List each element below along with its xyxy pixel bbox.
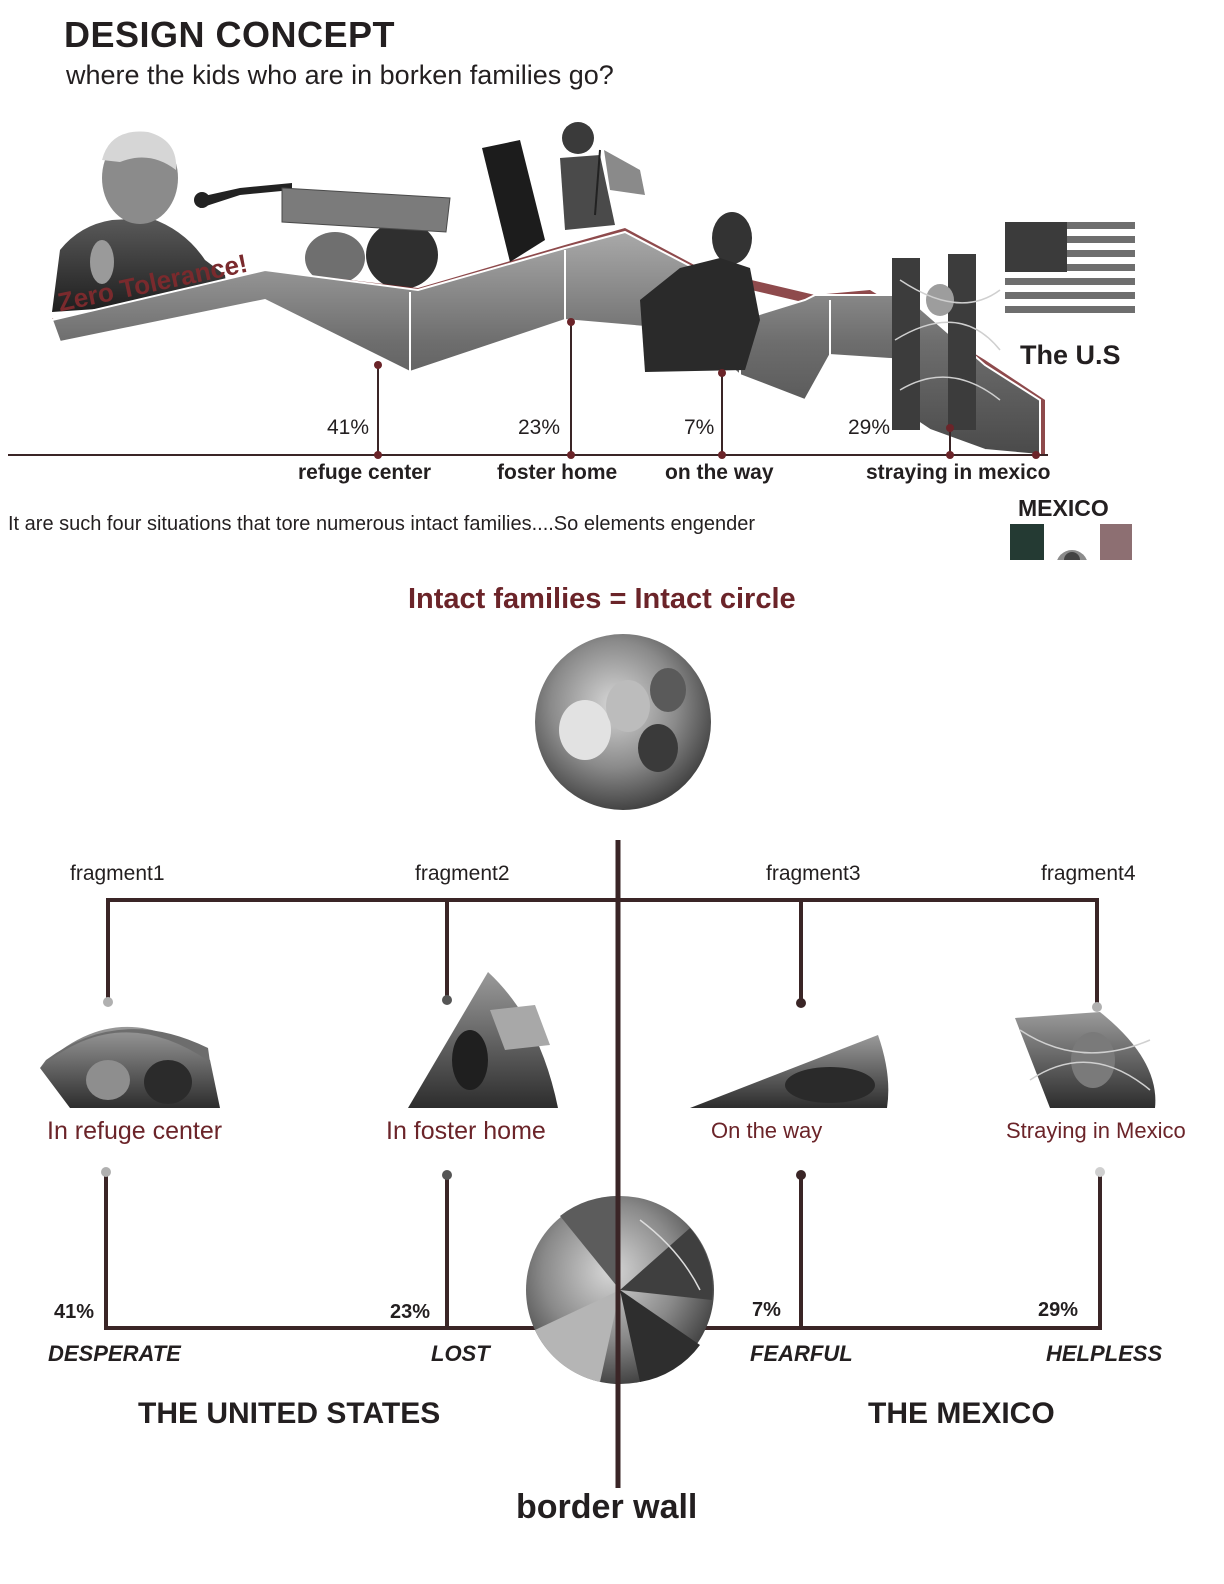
border-fence-figure (892, 254, 1001, 430)
fragment-percent: 41% (54, 1301, 95, 1323)
fragment-emotion: LOST (431, 1341, 490, 1366)
fragment-percent: 7% (752, 1299, 781, 1321)
marker-label: foster home (497, 461, 618, 484)
description-text: It are such four situations that tore nu… (8, 513, 756, 535)
fragment1-shape (40, 1026, 220, 1108)
concept-heading: Intact families = Intact circle (408, 583, 796, 615)
mexico-flag (1010, 524, 1132, 560)
marker-percent: 41% (327, 416, 370, 439)
concept-diagram (40, 634, 1156, 1488)
us-flag (1005, 222, 1135, 316)
fragment2-shape (408, 972, 558, 1108)
fragment-name: fragment2 (415, 862, 510, 885)
page-subtitle: where the kids who are in borken familie… (66, 60, 614, 90)
fragment-emotion: DESPERATE (48, 1341, 181, 1366)
traveler-figure (640, 212, 760, 372)
fragment3-shape (690, 1035, 889, 1108)
intact-circle (535, 634, 711, 810)
marker-label: on the way (665, 461, 774, 484)
mexico-label: MEXICO (1018, 495, 1109, 521)
fragment-emotion: FEARFUL (750, 1341, 853, 1366)
fragment-label: On the way (711, 1118, 823, 1143)
fragment-label: In foster home (386, 1117, 546, 1145)
marker-label: straying in mexico (866, 461, 1051, 484)
fragment-percent: 23% (390, 1301, 431, 1323)
page-title: DESIGN CONCEPT (64, 14, 396, 55)
fragment-emotion: HELPLESS (1046, 1341, 1163, 1366)
fragment-percent: 29% (1038, 1299, 1079, 1321)
collage-graphic (8, 122, 1135, 560)
border-wall-label: border wall (516, 1488, 698, 1526)
right-country-label: THE MEXICO (868, 1397, 1055, 1430)
fragment-label: In refuge center (47, 1117, 223, 1145)
speaker-figure (52, 131, 292, 312)
marker-percent: 7% (684, 416, 715, 439)
collage-marker-pins (374, 318, 1040, 459)
left-country-label: THE UNITED STATES (138, 1397, 441, 1430)
foster-figure (482, 122, 645, 262)
fragment-name: fragment3 (766, 862, 861, 885)
podium-children-figure (281, 187, 451, 289)
marker-percent: 23% (518, 416, 561, 439)
fragment4-shape (1015, 1012, 1156, 1108)
marker-label: refuge center (298, 461, 432, 484)
fragment-label: Straying in Mexico (1006, 1118, 1186, 1143)
us-label: The U.S (1020, 340, 1121, 370)
fragment-name: fragment1 (70, 862, 165, 885)
fragment-name: fragment4 (1041, 862, 1136, 885)
marker-percent: 29% (848, 416, 891, 439)
